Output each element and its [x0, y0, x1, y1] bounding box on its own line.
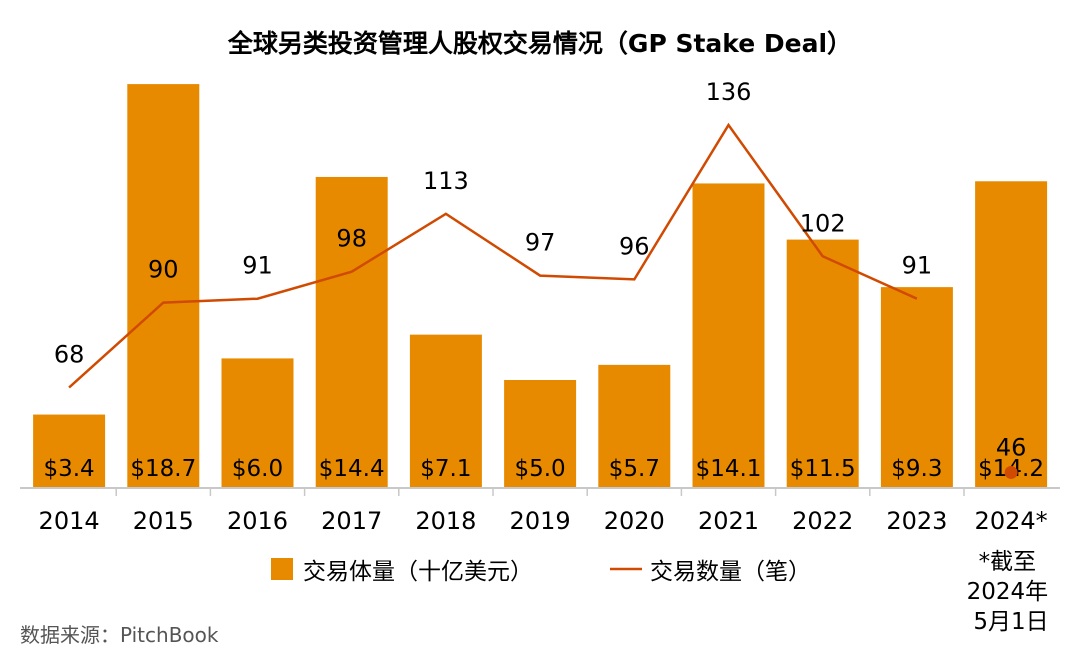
bar-2022 [786, 239, 859, 488]
chart-title: 全球另类投资管理人股权交易情况（GP Stake Deal） [227, 29, 852, 58]
bar-value-label: $7.1 [420, 456, 471, 482]
line-value-label: 46 [996, 433, 1027, 461]
deal-count-line [68, 122, 918, 389]
x-axis-ticks: 2014 2015 2016 2017 2018 2019 2020 2021 2022 2023… [39, 488, 1048, 535]
line-value-label: 91 [902, 252, 933, 280]
bar-2019 [504, 380, 577, 488]
bar-value-label: $3.4 [43, 456, 94, 482]
line-value-label: 91 [242, 252, 273, 280]
x-tick-label: 2016 [227, 507, 288, 535]
legend-bar-label: 交易体量（十亿美元） [303, 559, 533, 585]
x-tick-label: 2021 [698, 507, 759, 535]
bar-2024 [975, 181, 1048, 488]
bar-2020 [598, 364, 671, 488]
deal-count-point-2024 [1004, 465, 1018, 479]
bar-2017 [315, 176, 388, 488]
line-value-label: 68 [54, 341, 85, 369]
line-value-label: 113 [423, 167, 469, 195]
bar-value-label: $9.3 [891, 456, 942, 482]
x-tick-label: 2014 [39, 507, 100, 535]
bar-series: $3.4 $18.7 $6.0 $14.4 $7.1 $5.0 $5.7 $14.1 $11.5… [33, 84, 1048, 488]
line-value-label: 136 [706, 78, 752, 106]
source-note: 数据来源：PitchBook [20, 623, 219, 647]
line-value-label: 102 [800, 209, 846, 237]
bar-value-label: $5.0 [514, 456, 565, 482]
x-tick-label: 2020 [604, 507, 665, 535]
line-value-label: 96 [619, 232, 650, 260]
footnote: *截至 2024年 5月1日 [967, 549, 1056, 635]
x-tick-label: 2022 [792, 507, 853, 535]
bar-2021 [692, 183, 765, 488]
bar-value-label: $11.5 [790, 456, 856, 482]
bar-2016 [221, 358, 294, 488]
legend-bar-swatch [271, 558, 293, 580]
x-tick-label: 2015 [133, 507, 194, 535]
line-value-label: 97 [525, 229, 556, 257]
bar-2014 [33, 414, 106, 488]
x-tick-label: 2018 [415, 507, 476, 535]
x-tick-label: 2024* [975, 507, 1048, 535]
bar-value-label: $5.7 [609, 456, 660, 482]
x-tick-label: 2019 [510, 507, 571, 535]
bar-value-label: $18.7 [130, 456, 196, 482]
x-tick-label: 2017 [321, 507, 382, 535]
bar-2015 [127, 84, 200, 488]
line-value-label: 98 [336, 225, 367, 253]
legend-line-label: 交易数量（笔） [650, 559, 811, 585]
line-series: 68 90 91 98 113 97 96 136 102 91 46 [54, 78, 1027, 479]
bar-2018 [409, 334, 482, 488]
x-tick-label: 2023 [886, 507, 947, 535]
line-value-label: 90 [148, 256, 179, 284]
bar-value-label: $14.1 [696, 456, 762, 482]
bar-value-label: $6.0 [232, 456, 283, 482]
bar-2023 [880, 287, 953, 488]
bar-value-label: $14.4 [319, 456, 385, 482]
